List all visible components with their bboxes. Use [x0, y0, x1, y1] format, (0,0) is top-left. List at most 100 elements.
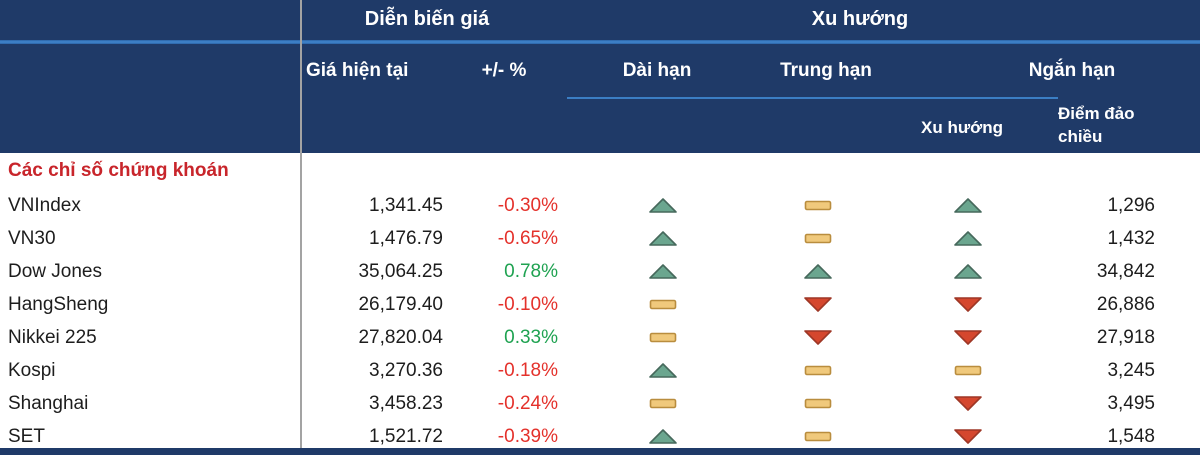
- row-trend-short: [868, 362, 1068, 379]
- trend-triangle-up-icon: [649, 231, 677, 246]
- trend-icon-shape: [804, 264, 832, 279]
- trend-icon-shape: [954, 330, 982, 345]
- row-trend-short: [868, 263, 1068, 280]
- trend-dash-icon: [804, 398, 832, 409]
- trend-triangle-down-icon: [954, 396, 982, 411]
- vertical-divider: [300, 0, 302, 448]
- row-reversal: 34,842: [1096, 260, 1155, 282]
- row-label: HangSheng: [8, 293, 109, 315]
- row-trend-mid: [768, 296, 868, 313]
- row-trend-short: [868, 197, 1068, 214]
- table-row: Nikkei 225 27,820.04 0.33% 27,918: [0, 321, 1200, 354]
- row-reversal: 1,296: [1107, 194, 1155, 216]
- trend-triangle-up-icon: [954, 231, 982, 246]
- table-row: Shanghai 3,458.23 -0.24% 3,495: [0, 387, 1200, 420]
- trend-dash-icon: [954, 365, 982, 376]
- row-label: VN30: [8, 227, 56, 249]
- trend-icon-shape: [954, 429, 982, 444]
- trend-triangle-up-icon: [649, 429, 677, 444]
- trend-icon-shape: [649, 398, 677, 409]
- row-reversal: 3,245: [1107, 359, 1155, 381]
- trend-icon-shape: [954, 198, 982, 213]
- row-trend-short: [868, 395, 1068, 412]
- row-trend-mid: [768, 197, 868, 214]
- trend-icon-shape: [804, 233, 832, 244]
- section-title: Các chỉ số chứng khoán: [8, 160, 229, 181]
- column-header-short-term: Ngắn hạn: [1028, 60, 1116, 81]
- row-price: 3,458.23: [369, 392, 443, 414]
- column-header-long-term: Dài hạn: [622, 60, 692, 81]
- row-label: Dow Jones: [8, 260, 102, 282]
- trend-icon-shape: [804, 365, 832, 376]
- row-reversal: 26,886: [1096, 293, 1155, 315]
- row-trend-short: [868, 230, 1068, 247]
- trend-icon-shape: [954, 231, 982, 246]
- trend-triangle-up-icon: [649, 264, 677, 279]
- subcolumn-header-reversal-point: Điểm đảo chiều: [1058, 104, 1135, 146]
- trend-icon-shape: [804, 200, 832, 211]
- trend-triangle-up-icon: [649, 363, 677, 378]
- row-trend-mid: [768, 230, 868, 247]
- trend-icon-shape: [954, 297, 982, 312]
- row-reversal: 1,432: [1107, 227, 1155, 249]
- table-row: HangSheng 26,179.40 -0.10% 26,886: [0, 288, 1200, 321]
- row-change: 0.78%: [504, 260, 558, 282]
- column-header-current-price: Giá hiện tại: [306, 60, 409, 81]
- trend-icon-shape: [954, 264, 982, 279]
- subcolumn-header-trend: Xu hướng: [921, 118, 1003, 137]
- column-header-mid-term: Trung hạn: [780, 60, 872, 81]
- row-trend-short: [868, 296, 1068, 313]
- table-bottom-border: [0, 448, 1200, 455]
- row-change: -0.65%: [497, 227, 558, 249]
- trend-icon-shape: [649, 299, 677, 310]
- trend-icon-shape: [804, 330, 832, 345]
- row-price: 26,179.40: [358, 293, 443, 315]
- trend-triangle-down-icon: [954, 429, 982, 444]
- row-price: 27,820.04: [358, 326, 443, 348]
- trend-icon-shape: [804, 431, 832, 442]
- trend-triangle-up-icon: [649, 198, 677, 213]
- trend-triangle-down-icon: [804, 297, 832, 312]
- column-header-change-pct: +/- %: [481, 60, 527, 81]
- row-change: -0.39%: [497, 425, 558, 447]
- row-price: 35,064.25: [358, 260, 443, 282]
- trend-icon-shape: [649, 363, 677, 378]
- trend-icon-shape: [649, 429, 677, 444]
- row-label: Kospi: [8, 359, 56, 381]
- row-trend-short: [868, 428, 1068, 445]
- trend-icon-shape: [954, 396, 982, 411]
- header-group-trend: Xu hướng: [811, 8, 909, 30]
- trend-dash-icon: [804, 233, 832, 244]
- table-header: Diễn biến giá Xu hướng Giá hiện tại +/- …: [0, 0, 1200, 153]
- row-trend-long: [558, 329, 768, 346]
- row-change: -0.18%: [497, 359, 558, 381]
- row-label: Nikkei 225: [8, 326, 97, 348]
- row-trend-long: [558, 263, 768, 280]
- trend-dash-icon: [649, 332, 677, 343]
- row-trend-long: [558, 395, 768, 412]
- row-trend-short: [868, 329, 1068, 346]
- table-row: Kospi 3,270.36 -0.18% 3,245: [0, 354, 1200, 387]
- trend-columns-underline: [567, 97, 1058, 99]
- trend-icon-shape: [804, 297, 832, 312]
- trend-triangle-up-icon: [954, 264, 982, 279]
- trend-icon-shape: [649, 231, 677, 246]
- row-trend-mid: [768, 395, 868, 412]
- trend-triangle-up-icon: [954, 198, 982, 213]
- row-price: 1,521.72: [369, 425, 443, 447]
- trend-icon-shape: [649, 198, 677, 213]
- table-body-area: Các chỉ số chứng khoán VNIndex 1,341.45 …: [0, 153, 1200, 453]
- trend-triangle-down-icon: [954, 330, 982, 345]
- table-row: SET 1,521.72 -0.39% 1,548: [0, 420, 1200, 453]
- header-group-price-action: Diễn biến giá: [364, 8, 490, 30]
- table-body: VNIndex 1,341.45 -0.30% 1,296 VN30 1,476…: [0, 189, 1200, 453]
- row-change: 0.33%: [504, 326, 558, 348]
- row-price: 1,476.79: [369, 227, 443, 249]
- row-trend-mid: [768, 362, 868, 379]
- trend-triangle-down-icon: [954, 297, 982, 312]
- table-row: Dow Jones 35,064.25 0.78% 34,842: [0, 255, 1200, 288]
- trend-icon-shape: [954, 365, 982, 376]
- row-label: Shanghai: [8, 392, 89, 414]
- trend-icon-shape: [804, 398, 832, 409]
